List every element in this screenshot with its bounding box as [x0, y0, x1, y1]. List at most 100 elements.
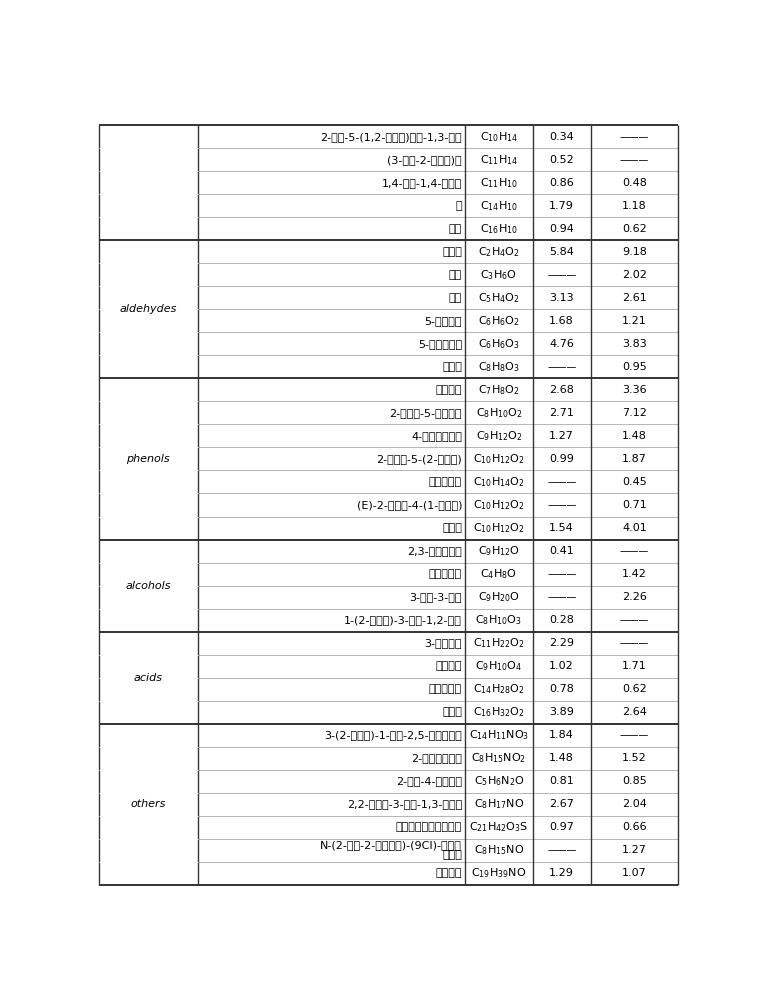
Text: 3-(2-呋喃基)-1-苯基-2,5-吡咯烷二酮: 3-(2-呋喃基)-1-苯基-2,5-吡咯烷二酮 [324, 730, 462, 740]
Text: 3.83: 3.83 [622, 339, 647, 349]
Text: 1.29: 1.29 [550, 868, 574, 878]
Text: 2-甲氧基-5-(2-丙烯酚): 2-甲氧基-5-(2-丙烯酚) [377, 454, 462, 464]
Text: ———: ——— [547, 569, 576, 579]
Text: 3.36: 3.36 [622, 385, 647, 395]
Text: 3-甲基癸酸: 3-甲基癸酸 [424, 638, 462, 648]
Text: C$_{11}$H$_{10}$: C$_{11}$H$_{10}$ [480, 176, 518, 190]
Text: C$_{10}$H$_{12}$O$_{2}$: C$_{10}$H$_{12}$O$_{2}$ [473, 521, 525, 535]
Text: ———: ——— [547, 362, 576, 372]
Text: C$_{8}$H$_{15}$NO$_{2}$: C$_{8}$H$_{15}$NO$_{2}$ [471, 751, 527, 765]
Text: C$_{19}$H$_{39}$NO: C$_{19}$H$_{39}$NO [471, 866, 527, 880]
Text: 0.78: 0.78 [550, 684, 574, 694]
Text: C$_{6}$H$_{6}$O$_{2}$: C$_{6}$H$_{6}$O$_{2}$ [478, 314, 520, 328]
Text: C$_{5}$H$_{6}$N$_{2}$O: C$_{5}$H$_{6}$N$_{2}$O [474, 774, 525, 788]
Text: ———: ——— [620, 546, 649, 556]
Text: 0.85: 0.85 [622, 776, 647, 786]
Text: 1.68: 1.68 [550, 316, 574, 326]
Text: 0.97: 0.97 [550, 822, 574, 832]
Text: ———: ——— [620, 615, 649, 625]
Text: acids: acids [133, 673, 163, 683]
Text: 1-(2-呋喃基)-3-丁烯-1,2-二醇: 1-(2-呋喃基)-3-丁烯-1,2-二醇 [344, 615, 462, 625]
Text: 棕榈酸: 棕榈酸 [442, 707, 462, 717]
Text: 1.21: 1.21 [622, 316, 647, 326]
Text: 丙醛: 丙醛 [449, 270, 462, 280]
Text: C$_{4}$H$_{8}$O: C$_{4}$H$_{8}$O [481, 567, 518, 581]
Text: 2.04: 2.04 [622, 799, 647, 809]
Text: alcohols: alcohols [126, 581, 171, 591]
Text: 2.02: 2.02 [622, 270, 647, 280]
Text: 1,4-二氢-1,4-甲桥萘: 1,4-二氢-1,4-甲桥萘 [382, 178, 462, 188]
Text: 甲酰胺: 甲酰胺 [442, 850, 462, 860]
Text: 1.27: 1.27 [622, 845, 647, 855]
Text: 2.71: 2.71 [550, 408, 574, 418]
Text: 5.84: 5.84 [550, 247, 574, 257]
Text: 丁香酚: 丁香酚 [442, 523, 462, 533]
Text: ———: ——— [547, 270, 576, 280]
Text: C$_{2}$H$_{4}$O$_{2}$: C$_{2}$H$_{4}$O$_{2}$ [478, 245, 520, 259]
Text: 二氢丁香酚: 二氢丁香酚 [429, 477, 462, 487]
Text: C$_{16}$H$_{32}$O$_{2}$: C$_{16}$H$_{32}$O$_{2}$ [473, 705, 525, 719]
Text: 0.81: 0.81 [550, 776, 574, 786]
Text: 2-羟基-4-甲基嘧啶: 2-羟基-4-甲基嘧啶 [396, 776, 462, 786]
Text: 3-乙基-3-庚醇: 3-乙基-3-庚醇 [409, 592, 462, 602]
Text: 2.64: 2.64 [622, 707, 647, 717]
Text: 3.89: 3.89 [550, 707, 574, 717]
Text: C$_{10}$H$_{12}$O$_{2}$: C$_{10}$H$_{12}$O$_{2}$ [473, 498, 525, 512]
Text: phenols: phenols [127, 454, 170, 464]
Text: 4-乙基愈创木酚: 4-乙基愈创木酚 [412, 431, 462, 441]
Text: 0.62: 0.62 [622, 684, 647, 694]
Text: C$_{3}$H$_{6}$O: C$_{3}$H$_{6}$O [481, 268, 518, 282]
Text: C$_{16}$H$_{10}$: C$_{16}$H$_{10}$ [480, 222, 518, 236]
Text: C$_{14}$H$_{28}$O$_{2}$: C$_{14}$H$_{28}$O$_{2}$ [473, 682, 525, 696]
Text: 糠醛: 糠醛 [449, 293, 462, 303]
Text: 9.18: 9.18 [622, 247, 647, 257]
Text: 荧蒽: 荧蒽 [449, 224, 462, 234]
Text: C$_{8}$H$_{8}$O$_{3}$: C$_{8}$H$_{8}$O$_{3}$ [478, 360, 520, 374]
Text: 0.71: 0.71 [622, 500, 647, 510]
Text: 1.52: 1.52 [622, 753, 647, 763]
Text: 2.29: 2.29 [550, 638, 575, 648]
Text: 1.02: 1.02 [550, 661, 574, 671]
Text: 1.79: 1.79 [550, 201, 574, 211]
Text: C$_{8}$H$_{15}$NO: C$_{8}$H$_{15}$NO [474, 843, 524, 857]
Text: ———: ——— [547, 845, 576, 855]
Text: C$_{8}$H$_{10}$O$_{2}$: C$_{8}$H$_{10}$O$_{2}$ [475, 406, 522, 420]
Text: 4.76: 4.76 [550, 339, 574, 349]
Text: 7.12: 7.12 [622, 408, 647, 418]
Text: C$_{8}$H$_{17}$NO: C$_{8}$H$_{17}$NO [474, 797, 524, 811]
Text: ———: ——— [620, 730, 649, 740]
Text: 0.45: 0.45 [622, 477, 647, 487]
Text: 菲: 菲 [456, 201, 462, 211]
Text: 1.48: 1.48 [550, 753, 574, 763]
Text: 3.13: 3.13 [550, 293, 574, 303]
Text: 1.87: 1.87 [622, 454, 647, 464]
Text: 0.95: 0.95 [622, 362, 647, 372]
Text: C$_{9}$H$_{10}$O$_{4}$: C$_{9}$H$_{10}$O$_{4}$ [475, 659, 522, 673]
Text: C$_{14}$H$_{10}$: C$_{14}$H$_{10}$ [480, 199, 518, 213]
Text: 十三吗啉: 十三吗啉 [436, 868, 462, 878]
Text: C$_{9}$H$_{20}$O: C$_{9}$H$_{20}$O [478, 590, 520, 604]
Text: C$_{10}$H$_{14}$O$_{2}$: C$_{10}$H$_{14}$O$_{2}$ [473, 475, 525, 489]
Text: 0.99: 0.99 [550, 454, 574, 464]
Text: 1.27: 1.27 [550, 431, 574, 441]
Text: 0.41: 0.41 [550, 546, 574, 556]
Text: ———: ——— [620, 132, 649, 142]
Text: 愈创木酚: 愈创木酚 [436, 385, 462, 395]
Text: 1.42: 1.42 [622, 569, 647, 579]
Text: 羟乙醛: 羟乙醛 [442, 247, 462, 257]
Text: C$_{11}$H$_{22}$O$_{2}$: C$_{11}$H$_{22}$O$_{2}$ [473, 636, 525, 650]
Text: ———: ——— [547, 592, 576, 602]
Text: 高香草酸: 高香草酸 [436, 661, 462, 671]
Text: C$_{10}$H$_{12}$O$_{2}$: C$_{10}$H$_{12}$O$_{2}$ [473, 452, 525, 466]
Text: 2,3-二甲基苯醇: 2,3-二甲基苯醇 [407, 546, 462, 556]
Text: 2,2-二乙基-3-甲基-1,3-恶唑烷: 2,2-二乙基-3-甲基-1,3-恶唑烷 [347, 799, 462, 809]
Text: C$_{21}$H$_{42}$O$_{3}$S: C$_{21}$H$_{42}$O$_{3}$S [469, 820, 528, 834]
Text: 环丙基甲醇: 环丙基甲醇 [429, 569, 462, 579]
Text: 4.01: 4.01 [622, 523, 647, 533]
Text: 2-甲氧基-5-甲基苯酚: 2-甲氧基-5-甲基苯酚 [390, 408, 462, 418]
Text: 0.48: 0.48 [622, 178, 647, 188]
Text: 2.67: 2.67 [550, 799, 574, 809]
Text: 2.26: 2.26 [622, 592, 647, 602]
Text: 0.52: 0.52 [550, 155, 574, 165]
Text: C$_{11}$H$_{14}$: C$_{11}$H$_{14}$ [480, 153, 518, 167]
